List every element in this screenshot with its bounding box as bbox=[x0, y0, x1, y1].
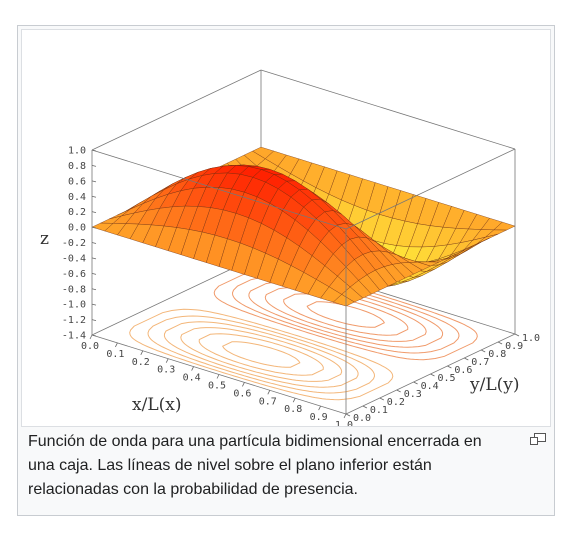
z-tick bbox=[92, 165, 96, 166]
y-tick-label: 0.8 bbox=[488, 349, 506, 360]
y-tick-label: 0.2 bbox=[387, 397, 405, 408]
z-tick bbox=[92, 212, 96, 213]
figure-thumbnail: 1.0 0.8 0.6 0.4 0.2 0.0 -0.2 -0.4 -0.6 -0.8 -1.0 -1… bbox=[17, 25, 555, 516]
z-tick-label: -1.4 bbox=[62, 331, 86, 342]
z-tick-label: -1.2 bbox=[62, 315, 86, 326]
y-tick bbox=[515, 334, 519, 336]
figure-caption: Función de onda para una partícula bidim… bbox=[28, 430, 508, 502]
x-tick-label: 0.0 bbox=[81, 341, 99, 352]
y-tick bbox=[464, 358, 468, 360]
z-tick bbox=[92, 320, 96, 321]
x-tick-label: 0.9 bbox=[310, 412, 328, 423]
y-tick-label: 0.3 bbox=[404, 389, 422, 400]
y-tick bbox=[414, 382, 418, 384]
x-tick bbox=[141, 351, 143, 355]
x-tick bbox=[319, 406, 321, 410]
y-tick bbox=[498, 342, 502, 344]
x-tick bbox=[344, 414, 346, 418]
x-tick bbox=[166, 359, 168, 363]
y-axis-label: y/L(y) bbox=[469, 375, 520, 395]
z-tick bbox=[92, 196, 96, 197]
x-tick-label: 0.4 bbox=[183, 373, 201, 384]
y-tick bbox=[481, 350, 485, 352]
z-tick-label: 0.6 bbox=[68, 176, 86, 187]
y-tick bbox=[363, 406, 367, 408]
z-tick bbox=[92, 335, 96, 336]
y-tick bbox=[346, 414, 350, 416]
z-tick-label: 0.0 bbox=[68, 223, 86, 234]
x-tick-label: 0.1 bbox=[106, 349, 124, 360]
z-tick bbox=[92, 304, 96, 305]
y-tick bbox=[380, 398, 384, 400]
z-axis-label: z bbox=[40, 229, 49, 249]
y-tick-label: 1.0 bbox=[522, 333, 540, 344]
x-tick-label: 1.0 bbox=[335, 420, 353, 426]
y-tick-label: 0.1 bbox=[370, 405, 388, 416]
y-tick-label: 0.4 bbox=[421, 381, 439, 392]
figure-image[interactable]: 1.0 0.8 0.6 0.4 0.2 0.0 -0.2 -0.4 -0.6 -0.8 -1.0 -1… bbox=[21, 29, 551, 427]
x-tick-label: 0.2 bbox=[132, 357, 150, 368]
box-edge bbox=[261, 70, 515, 149]
x-tick bbox=[242, 382, 244, 386]
x-tick-label: 0.7 bbox=[259, 396, 277, 407]
x-tick-label: 0.8 bbox=[284, 404, 302, 415]
surface-plot: 1.0 0.8 0.6 0.4 0.2 0.0 -0.2 -0.4 -0.6 -0.8 -1.0 -1… bbox=[22, 30, 550, 426]
z-tick bbox=[92, 273, 96, 274]
z-tick-label: -1.0 bbox=[62, 300, 86, 311]
z-tick bbox=[92, 289, 96, 290]
x-tick bbox=[293, 398, 295, 402]
x-tick bbox=[268, 390, 270, 394]
magnify-icon[interactable] bbox=[530, 433, 546, 445]
x-axis-label: x/L(x) bbox=[132, 395, 181, 415]
x-tick-label: 0.6 bbox=[233, 388, 251, 399]
z-tick-label: -0.6 bbox=[62, 269, 86, 280]
z-tick bbox=[92, 243, 96, 244]
y-tick-label: 0.9 bbox=[505, 341, 523, 352]
y-tick bbox=[431, 374, 435, 376]
x-tick bbox=[192, 367, 194, 371]
z-tick-label: -0.4 bbox=[62, 253, 86, 264]
y-tick bbox=[447, 366, 451, 368]
z-tick-label: 0.8 bbox=[68, 161, 86, 172]
box-edge bbox=[92, 70, 261, 150]
z-tick-label: -0.8 bbox=[62, 284, 86, 295]
x-tick bbox=[115, 343, 117, 347]
contour-line bbox=[223, 342, 300, 367]
x-tick bbox=[217, 375, 219, 379]
y-tick bbox=[397, 390, 401, 392]
contour-line bbox=[130, 309, 393, 399]
z-tick-label: 1.0 bbox=[68, 146, 86, 157]
z-tick-label: 0.4 bbox=[68, 192, 86, 203]
z-tick-label: -0.2 bbox=[62, 238, 86, 249]
y-tick-label: 0.0 bbox=[353, 413, 371, 424]
x-tick-label: 0.3 bbox=[157, 365, 175, 376]
x-tick bbox=[90, 335, 92, 339]
y-tick-label: 0.5 bbox=[438, 373, 456, 384]
z-tick bbox=[92, 150, 96, 151]
y-tick-label: 0.7 bbox=[471, 357, 489, 368]
z-tick bbox=[92, 258, 96, 259]
z-tick-label: 0.2 bbox=[68, 207, 86, 218]
z-tick bbox=[92, 181, 96, 182]
contour-line bbox=[199, 334, 323, 375]
x-tick-label: 0.5 bbox=[208, 381, 226, 392]
